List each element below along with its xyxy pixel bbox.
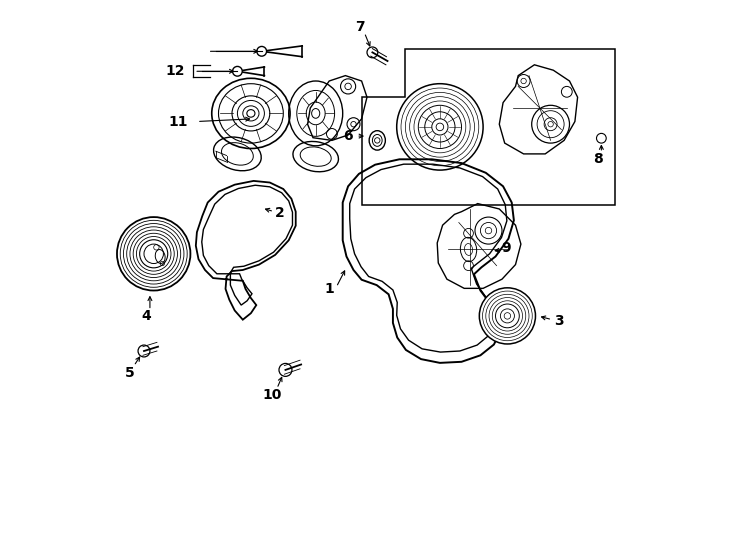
Ellipse shape — [369, 131, 385, 150]
Text: 7: 7 — [355, 20, 365, 34]
Circle shape — [257, 46, 266, 56]
Text: 12: 12 — [166, 64, 185, 78]
Text: 3: 3 — [554, 314, 564, 328]
Text: 2: 2 — [275, 206, 285, 220]
Circle shape — [279, 363, 292, 376]
Circle shape — [367, 47, 378, 58]
Text: 4: 4 — [142, 309, 151, 323]
Text: 6: 6 — [344, 129, 353, 143]
Ellipse shape — [247, 110, 255, 117]
Text: 1: 1 — [324, 282, 334, 296]
Circle shape — [504, 313, 511, 319]
Circle shape — [138, 345, 150, 357]
Ellipse shape — [243, 106, 259, 121]
Circle shape — [485, 227, 492, 234]
Text: 9: 9 — [501, 241, 511, 255]
Circle shape — [597, 133, 606, 143]
Text: 11: 11 — [168, 114, 188, 129]
Circle shape — [117, 217, 190, 291]
Circle shape — [233, 66, 242, 76]
Circle shape — [432, 119, 448, 135]
Text: 8: 8 — [593, 152, 603, 166]
Text: 10: 10 — [263, 388, 282, 402]
Text: 5: 5 — [125, 366, 134, 380]
Circle shape — [479, 288, 536, 344]
Circle shape — [548, 122, 553, 127]
Ellipse shape — [312, 109, 320, 118]
